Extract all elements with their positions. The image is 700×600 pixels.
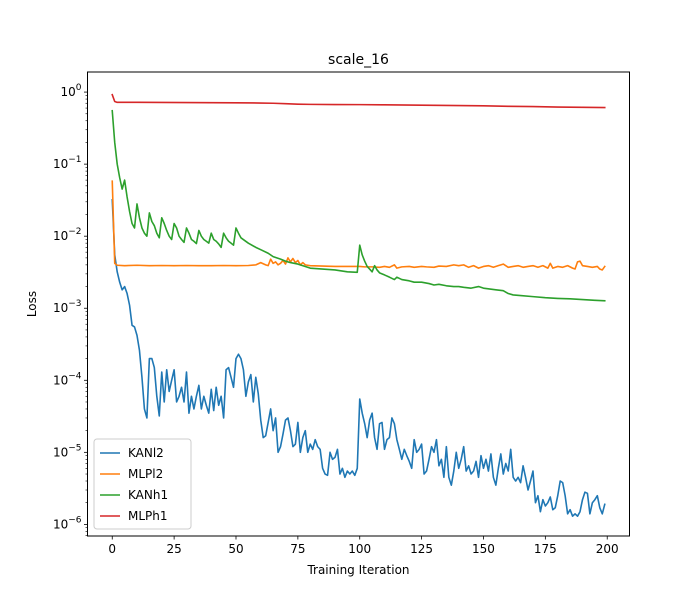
x-tick-label: 100	[348, 542, 371, 556]
x-tick-label: 200	[596, 542, 619, 556]
x-tick-label: 125	[410, 542, 433, 556]
x-axis: 0 25 50 75 100 125 150 175 200	[108, 536, 619, 556]
y-axis: 10−6 10−5 10−4 10−3 10−2 10−1 100	[53, 83, 88, 536]
axes-frame	[87, 71, 630, 537]
y-tick-label: 10−4	[53, 371, 82, 387]
series-line-kanh1	[111, 109, 606, 302]
y-tick-label: 10−1	[53, 155, 82, 171]
y-tick-label: 100	[60, 83, 81, 99]
x-tick-label: 175	[534, 542, 557, 556]
x-axis-label: Training Iteration	[306, 563, 409, 577]
legend-label: KANh1	[128, 488, 168, 502]
legend-label: KANl2	[128, 446, 164, 460]
legend: KANl2 MLPl2 KANh1 MLPh1	[93, 438, 192, 530]
x-tick-label: 25	[166, 542, 181, 556]
y-tick-label: 10−5	[53, 443, 82, 459]
chart-title: scale_16	[328, 52, 389, 68]
series-line-kanl2	[111, 198, 606, 517]
series-line-mlpl2	[111, 180, 606, 271]
y-tick-label: 10−2	[53, 227, 82, 243]
legend-box	[93, 438, 192, 530]
legend-label: MLPh1	[128, 509, 168, 523]
y-tick-label: 10−3	[53, 299, 82, 315]
x-tick-label: 50	[228, 542, 243, 556]
legend-label: MLPl2	[128, 467, 163, 481]
x-tick-label: 75	[290, 542, 305, 556]
plot-area	[111, 93, 606, 517]
y-axis-label: Loss	[25, 291, 39, 317]
series-line-mlph1	[111, 93, 606, 109]
x-tick-label: 150	[472, 542, 495, 556]
x-tick-label: 0	[108, 542, 116, 556]
y-tick-label: 10−6	[53, 515, 82, 531]
